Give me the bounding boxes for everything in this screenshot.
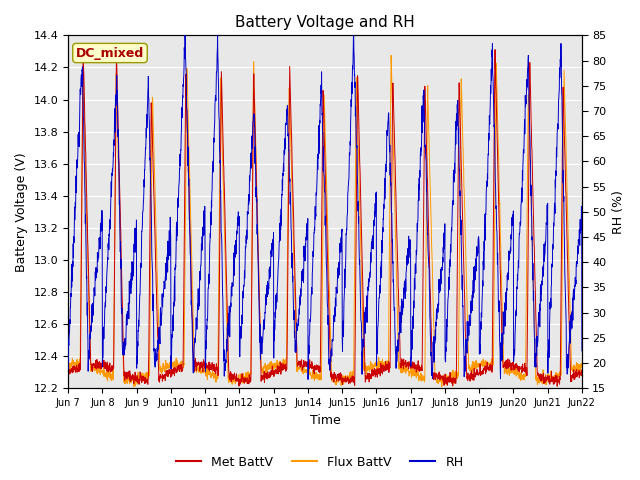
Y-axis label: Battery Voltage (V): Battery Voltage (V) <box>15 152 28 272</box>
X-axis label: Time: Time <box>310 414 340 427</box>
Legend: Met BattV, Flux BattV, RH: Met BattV, Flux BattV, RH <box>172 451 468 474</box>
Text: DC_mixed: DC_mixed <box>76 47 144 60</box>
Title: Battery Voltage and RH: Battery Voltage and RH <box>235 15 415 30</box>
Y-axis label: RH (%): RH (%) <box>612 190 625 234</box>
